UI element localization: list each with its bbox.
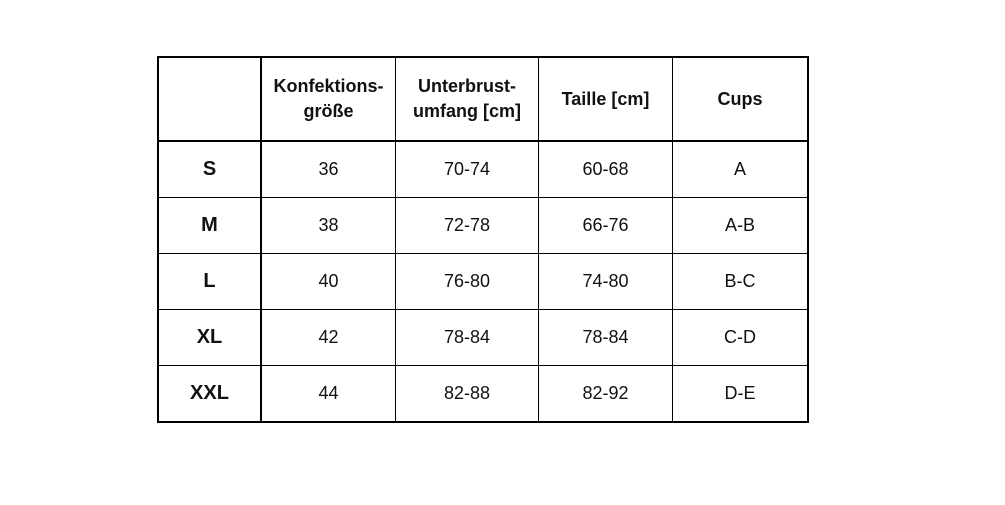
cell-cups: A-B [672, 197, 809, 254]
cell-konfektionsgroesse: 38 [260, 197, 396, 254]
cell-unterbrustumfang: 82-88 [395, 365, 539, 423]
cell-cups: C-D [672, 309, 809, 366]
cell-unterbrustumfang: 78-84 [395, 309, 539, 366]
header-taille: Taille [cm] [538, 56, 673, 142]
header-konfektionsgroesse: Konfektions-größe [260, 56, 396, 142]
table-row: L 40 76-80 74-80 B-C [157, 253, 809, 310]
cell-unterbrustumfang: 72-78 [395, 197, 539, 254]
cell-cups: D-E [672, 365, 809, 423]
header-line: umfang [cm] [413, 101, 521, 121]
cell-unterbrustumfang: 76-80 [395, 253, 539, 310]
header-unterbrustumfang: Unterbrust-umfang [cm] [395, 56, 539, 142]
cell-konfektionsgroesse: 40 [260, 253, 396, 310]
cell-konfektionsgroesse: 42 [260, 309, 396, 366]
cell-taille: 82-92 [538, 365, 673, 423]
cell-size: M [157, 197, 262, 254]
table-row: XXL 44 82-88 82-92 D-E [157, 365, 809, 423]
cell-taille: 74-80 [538, 253, 673, 310]
cell-size: XL [157, 309, 262, 366]
table-row: S 36 70-74 60-68 A [157, 140, 809, 198]
header-line: Konfektions- [273, 76, 384, 96]
cell-konfektionsgroesse: 36 [260, 140, 396, 198]
table-row: M 38 72-78 66-76 A-B [157, 197, 809, 254]
header-line: Unterbrust- [418, 76, 516, 96]
size-chart-table: Konfektions-größe Unterbrust-umfang [cm]… [157, 56, 809, 423]
cell-size: L [157, 253, 262, 310]
header-empty [157, 56, 262, 142]
cell-taille: 78-84 [538, 309, 673, 366]
cell-cups: A [672, 140, 809, 198]
cell-taille: 60-68 [538, 140, 673, 198]
cell-konfektionsgroesse: 44 [260, 365, 396, 423]
cell-size: S [157, 140, 262, 198]
header-line: größe [303, 101, 354, 121]
cell-cups: B-C [672, 253, 809, 310]
cell-taille: 66-76 [538, 197, 673, 254]
header-row: Konfektions-größe Unterbrust-umfang [cm]… [157, 56, 809, 142]
cell-unterbrustumfang: 70-74 [395, 140, 539, 198]
table-row: XL 42 78-84 78-84 C-D [157, 309, 809, 366]
cell-size: XXL [157, 365, 262, 423]
header-cups: Cups [672, 56, 809, 142]
